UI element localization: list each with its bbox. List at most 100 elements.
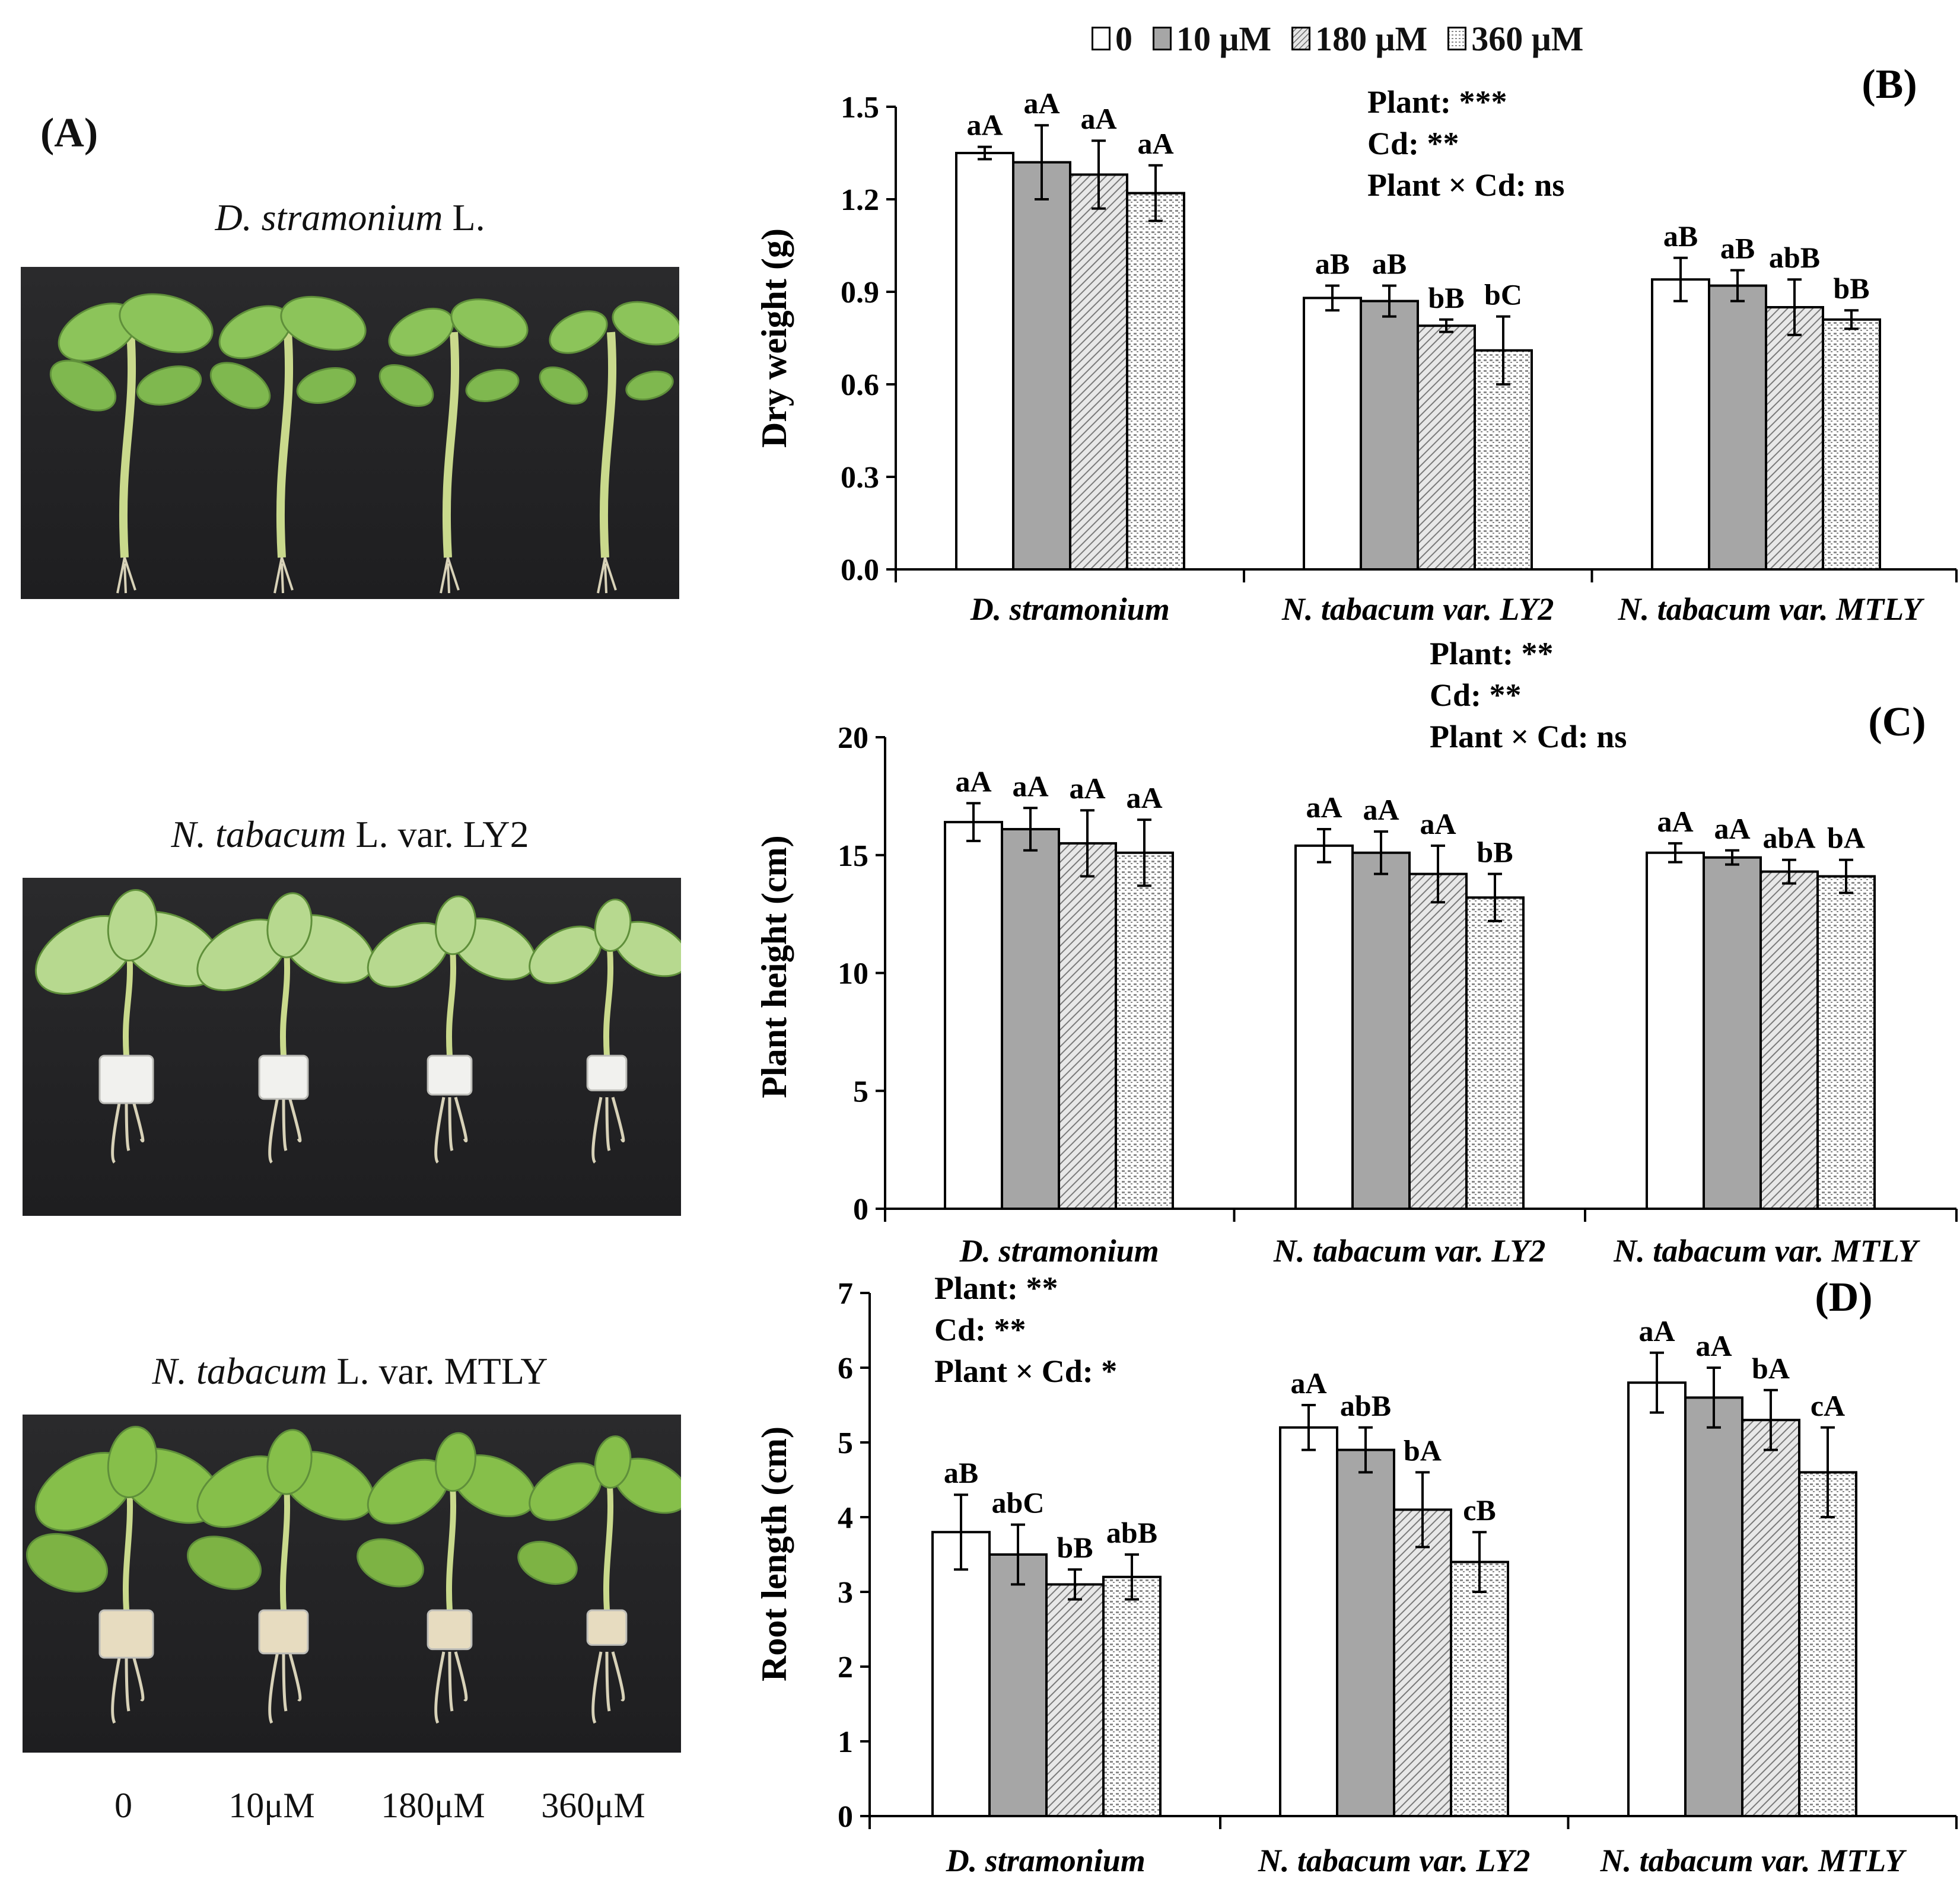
sponge-plug bbox=[427, 1055, 473, 1096]
root-shape bbox=[268, 1097, 302, 1164]
sponge-plug bbox=[98, 1055, 154, 1104]
photo-illustration bbox=[23, 878, 681, 1216]
sig-letter: aA bbox=[966, 109, 1003, 142]
photo-title-ly2: N. tabacum L. var. LY2 bbox=[21, 813, 679, 856]
bar bbox=[1627, 1381, 1687, 1817]
photo-title-rest: L. bbox=[443, 196, 485, 238]
sponge-plug bbox=[586, 1609, 628, 1646]
category-label: N. tabacum var. LY2 bbox=[1258, 1843, 1530, 1878]
legend-item: 180 μM bbox=[1291, 19, 1427, 59]
y-axis-label: Dry weight (g) bbox=[755, 228, 794, 448]
sig-letter: aA bbox=[1069, 772, 1105, 805]
root-shape bbox=[591, 1097, 625, 1164]
stem-shape bbox=[603, 1485, 614, 1611]
leaf-shape bbox=[119, 293, 214, 353]
legend-label: 10 μM bbox=[1176, 19, 1272, 58]
y-tick-label: 5 bbox=[853, 1075, 868, 1109]
stem-shape bbox=[446, 1485, 457, 1611]
bar bbox=[1294, 844, 1354, 1211]
root-shape bbox=[111, 1097, 145, 1164]
sig-letter: aB bbox=[1663, 219, 1698, 253]
sig-letter: bB bbox=[1833, 272, 1869, 305]
stem-shape bbox=[446, 948, 457, 1056]
sig-letter: aA bbox=[1306, 791, 1342, 824]
legend-swatch-360 bbox=[1447, 27, 1467, 50]
bar bbox=[1417, 324, 1476, 571]
leaf-shape bbox=[107, 889, 158, 961]
leaf-shape bbox=[107, 1426, 158, 1498]
sig-letter: bA bbox=[1404, 1434, 1442, 1467]
sig-letter: aA bbox=[1638, 1314, 1675, 1348]
leaf-shape bbox=[378, 364, 434, 407]
y-tick-label: 10 bbox=[838, 957, 868, 991]
leaf-shape bbox=[49, 359, 117, 412]
root-shape bbox=[434, 1097, 468, 1164]
y-tick-label: 5 bbox=[838, 1426, 853, 1460]
photo-title-italic: D. stramonium bbox=[215, 196, 443, 238]
photo-title-rest: L. var. MTLY bbox=[327, 1350, 548, 1392]
bar bbox=[1816, 875, 1876, 1210]
category-label: D. stramonium bbox=[946, 1843, 1146, 1878]
sig-letter: abB bbox=[1106, 1516, 1157, 1549]
bar bbox=[1279, 1426, 1338, 1817]
legend-label: 360 μM bbox=[1471, 19, 1584, 58]
photo-n-tabacum-mtly bbox=[23, 1415, 681, 1753]
bar bbox=[1765, 306, 1824, 571]
bar bbox=[1102, 1575, 1162, 1817]
bar bbox=[1703, 856, 1762, 1211]
leaf-shape bbox=[187, 1536, 262, 1590]
legend-item: 10 μM bbox=[1153, 19, 1271, 59]
chart-svg: 0 5 10 15 20 aA aA aA aA D. stramonium aA aA aA bB N. … bbox=[755, 641, 1958, 1263]
y-tick-label: 6 bbox=[838, 1352, 853, 1385]
sig-letter: abB bbox=[1340, 1389, 1391, 1422]
dose-label: 10μM bbox=[228, 1786, 315, 1825]
y-tick-label: 7 bbox=[838, 1277, 853, 1311]
photo-d-stramonium bbox=[21, 267, 679, 599]
legend-label: 0 bbox=[1115, 19, 1132, 58]
root-shape bbox=[440, 557, 460, 594]
sig-letter: cB bbox=[1463, 1493, 1496, 1527]
sig-letter: aA bbox=[1023, 87, 1059, 120]
y-tick-label: 4 bbox=[838, 1501, 853, 1535]
bar bbox=[1351, 851, 1411, 1210]
sponge-plug bbox=[586, 1055, 628, 1091]
panel-a-label: (A) bbox=[40, 110, 98, 156]
sig-letter: aA bbox=[1290, 1367, 1326, 1400]
leaf-shape bbox=[450, 298, 529, 348]
stem-shape bbox=[442, 332, 460, 558]
leaf-shape bbox=[296, 367, 357, 404]
stat-annotation: Plant: ** bbox=[1430, 641, 1554, 671]
stat-annotation: Cd: ** bbox=[1367, 126, 1459, 161]
y-tick-label: 0.9 bbox=[841, 276, 879, 310]
y-axis-label: Root length (cm) bbox=[755, 1426, 794, 1681]
stem-shape bbox=[599, 332, 617, 558]
stem-shape bbox=[279, 1485, 291, 1611]
sig-letter: aA bbox=[1695, 1329, 1732, 1362]
category-label: N. tabacum var. LY2 bbox=[1281, 591, 1554, 627]
sponge-plug bbox=[258, 1055, 309, 1100]
dose-label: 180μM bbox=[381, 1786, 485, 1825]
root-shape bbox=[268, 1651, 302, 1724]
y-tick-label: 2 bbox=[838, 1651, 853, 1684]
bar bbox=[1336, 1448, 1395, 1818]
bar bbox=[1393, 1508, 1452, 1817]
dose-label: 360μM bbox=[541, 1786, 645, 1825]
bar bbox=[931, 1531, 991, 1817]
category-label: D. stramonium bbox=[970, 591, 1170, 627]
stem-shape bbox=[276, 332, 294, 558]
bar bbox=[988, 1553, 1048, 1817]
sig-letter: aB bbox=[1372, 247, 1407, 281]
leaf-shape bbox=[594, 899, 632, 952]
bar bbox=[1651, 278, 1710, 571]
root-shape bbox=[591, 1651, 625, 1724]
chart-root-length: 0 1 2 3 4 5 6 7 aB abC bB abB D. stramonium aA abB bA cB… bbox=[736, 1263, 1960, 1886]
panel-label: (D) bbox=[1815, 1275, 1872, 1320]
sig-letter: abC bbox=[992, 1486, 1045, 1520]
sig-letter: aA bbox=[1657, 805, 1693, 838]
panel-label: (C) bbox=[1868, 699, 1926, 745]
sig-letter: aA bbox=[1714, 812, 1750, 845]
chart-svg: 0.0 0.3 0.6 0.9 1.2 1.5 aA aA aA aA D. stramonium a… bbox=[755, 62, 1958, 627]
sig-letter: aB bbox=[944, 1456, 978, 1489]
stat-annotation: Plant × Cd: * bbox=[934, 1353, 1117, 1389]
stat-annotation: Plant × Cd: ns bbox=[1430, 719, 1627, 754]
